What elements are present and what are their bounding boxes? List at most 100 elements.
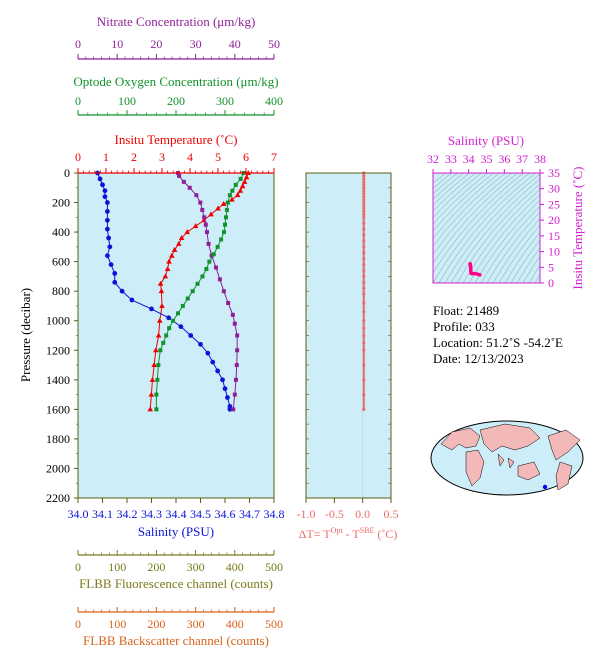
nitrate-point: [203, 222, 208, 227]
pressure-tick-label: 0: [64, 166, 70, 180]
pressure-tick-label: 1200: [46, 343, 70, 357]
fluorescence-tick-label: 100: [108, 560, 126, 574]
salinity-tick-label: 34.2: [117, 507, 138, 521]
nitrate-point: [206, 241, 211, 246]
delta-point: [362, 363, 366, 367]
delta-point: [362, 206, 366, 211]
float-id-text: Float: 21489: [433, 303, 499, 318]
delta-point: [362, 215, 366, 219]
salinity-point: [108, 262, 114, 267]
ts-density-contour: [433, 173, 501, 240]
ts-y-tick-label: 0: [548, 276, 554, 290]
nitrate-tick-label: 40: [229, 37, 241, 51]
temperature-tick-label: 2: [131, 150, 137, 164]
salinity-point: [119, 288, 125, 294]
ts-density-contour: [522, 255, 540, 283]
oxygen-point: [180, 303, 185, 308]
pressure-tick-label: 400: [52, 225, 70, 239]
delta-point: [362, 180, 366, 184]
ts-x-tick-label: 36: [498, 152, 510, 166]
delta-point: [362, 186, 366, 190]
salinity-point: [106, 235, 112, 241]
salinity-point: [112, 279, 118, 285]
nitrate-tick-label: 50: [268, 37, 280, 51]
pressure-tick-label: 1800: [46, 432, 70, 446]
oxygen-point: [195, 281, 200, 286]
nitrate-point: [235, 333, 240, 338]
ts-x-tick-label: 35: [481, 152, 493, 166]
ts-density-contour: [504, 231, 540, 283]
oxygen-point: [223, 222, 227, 227]
nitrate-point: [181, 179, 186, 184]
bottom-axes: 34.0 34.1 34.2 34.3 34.4 34.5 34.6 34.7 34.8 Sali…: [68, 498, 285, 648]
ts-x-tick-label: 38: [534, 152, 546, 166]
salinity-point: [105, 200, 110, 205]
temperature-axis-label: Insitu Temperature (˚C): [114, 132, 237, 147]
salinity-point: [215, 368, 221, 374]
nitrate-point: [221, 289, 226, 294]
salinity-point: [166, 315, 172, 321]
ts-density-contour: [433, 173, 447, 184]
delta-point: [362, 378, 366, 382]
location-text: Location: 51.2˚S -54.2˚E: [433, 335, 563, 350]
delta-point: [362, 326, 366, 330]
delta-point: [362, 197, 366, 202]
temperature-point: [239, 183, 246, 189]
nitrate-point: [194, 193, 199, 198]
temperature-point: [234, 192, 241, 198]
main-plot-data: [95, 170, 252, 412]
nitrate-point: [233, 377, 238, 382]
main-profile-panel: 0200400600800100012001400160018002000220…: [18, 14, 285, 648]
temperature-point: [184, 229, 190, 235]
temperature-point: [157, 280, 164, 286]
oxygen-point: [154, 407, 159, 412]
salinity-point: [112, 271, 118, 276]
ts-x-tick-label: 32: [427, 152, 439, 166]
nitrate-point: [209, 253, 214, 258]
oxygen-point: [175, 311, 180, 316]
oxygen-point: [225, 200, 230, 205]
nitrate-point: [177, 173, 182, 178]
backscatter-tick-label: 300: [187, 617, 205, 631]
delta-point: [362, 268, 366, 273]
salinity-point: [105, 217, 110, 223]
salinity-point: [105, 226, 110, 232]
oxygen-tick-label: 200: [167, 94, 185, 108]
pressure-tick-label: 200: [52, 196, 70, 210]
temperature-point: [166, 258, 172, 264]
temperature-point: [171, 246, 178, 252]
oxygen-tick-label: 400: [265, 94, 283, 108]
ts-y-tick-label: 30: [548, 182, 560, 196]
oxygen-point: [230, 188, 235, 193]
nitrate-point: [226, 301, 231, 305]
oxygen-point: [167, 326, 172, 331]
salinity-point: [102, 188, 108, 194]
ts-density-contour: [480, 205, 540, 283]
temperature-point: [156, 317, 163, 323]
ts-y-tick-label: 20: [548, 213, 560, 227]
delta-point: [362, 286, 366, 290]
temperature-point: [155, 332, 162, 338]
oxygen-point: [154, 392, 159, 397]
ts-density-contour: [433, 173, 525, 274]
oxygen-point: [238, 176, 243, 181]
salinity-point: [225, 395, 230, 400]
nitrate-point: [198, 200, 203, 205]
salinity-point: [100, 182, 105, 188]
ts-density-contour: [433, 173, 477, 212]
ts-density-contour: [433, 173, 453, 189]
temperature-point: [147, 406, 154, 412]
ts-density-contour: [433, 173, 513, 256]
pressure-tick-label: 2200: [46, 491, 70, 505]
nitrate-point: [235, 348, 240, 353]
nitrate-point: [234, 363, 239, 368]
backscatter-tick-label: 0: [75, 617, 81, 631]
temperature-point: [153, 347, 159, 353]
salinity-point: [210, 359, 216, 365]
oxygen-point: [185, 296, 190, 301]
ts-point: [477, 273, 482, 277]
ts-density-contour: [492, 218, 540, 283]
